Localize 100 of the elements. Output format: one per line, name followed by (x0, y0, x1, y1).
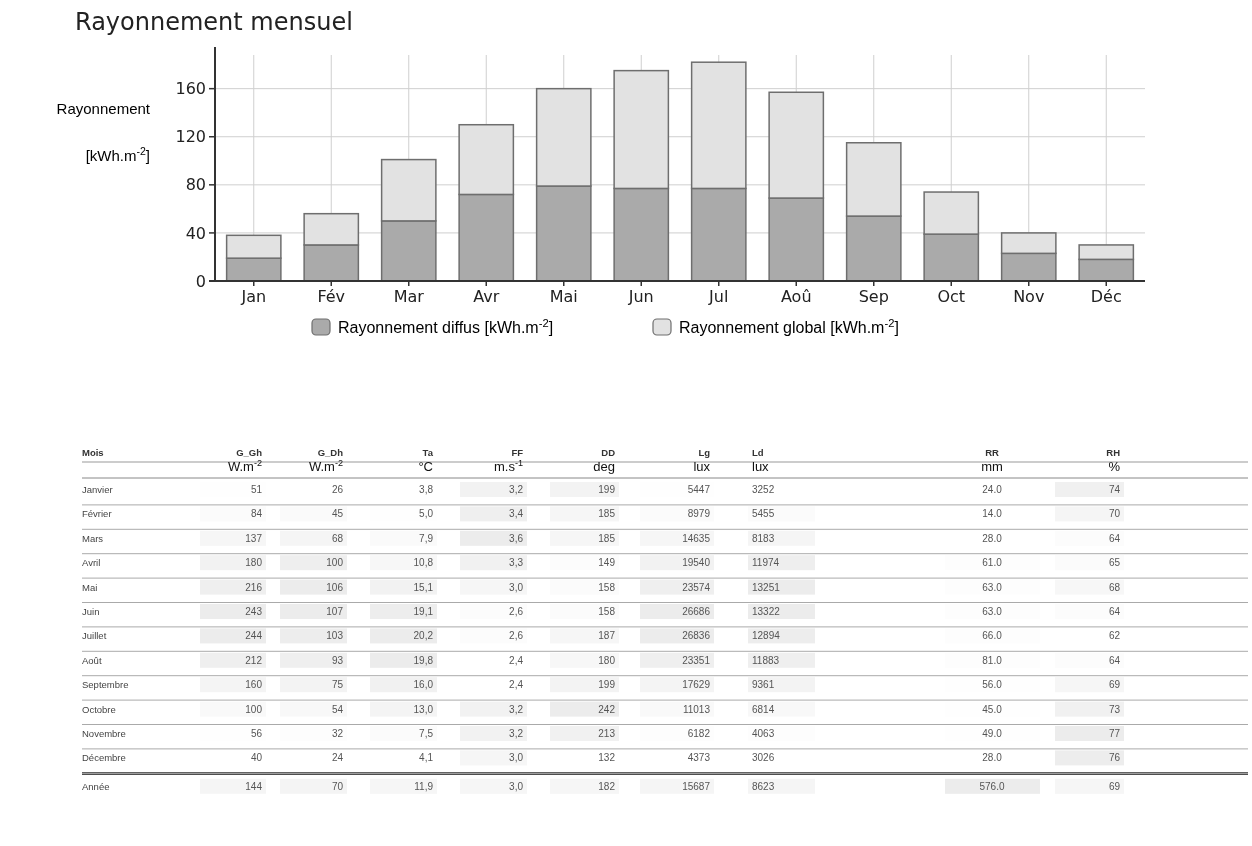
data-label: 19,8 (413, 654, 434, 666)
y-tick-label: Juin (82, 606, 100, 617)
data-label: 68 (331, 532, 344, 544)
data-label: 3252 (752, 484, 775, 495)
data-label: 23574 (682, 581, 711, 593)
data-label: 8623 (752, 780, 775, 792)
data-label: 64 (1108, 532, 1121, 544)
y-tick-label: Mai (82, 581, 98, 593)
x-tick-label: Sep (858, 287, 889, 306)
data-label: 49.0 (982, 728, 1003, 739)
text: % (1108, 459, 1121, 474)
data-label: 216 (245, 581, 263, 593)
x-tick-label: Ta (422, 447, 434, 458)
x-tick-label: Lg (698, 447, 711, 458)
data-label: 28.0 (982, 752, 1003, 764)
data-label: 11013 (682, 703, 711, 715)
y-tick-label: Novembre (82, 728, 126, 739)
data-label: 45 (331, 508, 344, 520)
x-tick-label: Jan (240, 287, 267, 306)
data-label: 20,2 (413, 630, 434, 642)
data-label: 26 (331, 484, 344, 495)
data-label: 68 (1108, 581, 1121, 593)
x-tick-label: Déc (1090, 287, 1122, 306)
data-label: 13,0 (413, 703, 434, 715)
data-label: 212 (245, 654, 263, 666)
data-label: 106 (326, 581, 344, 593)
data-label: 144 (245, 780, 263, 792)
y-tick-label: Année (82, 780, 110, 792)
data-label: 11974 (752, 557, 780, 569)
data-label: 69 (1108, 679, 1121, 691)
text: mm (981, 459, 1003, 474)
data-label: 11,9 (414, 780, 434, 792)
y-tick-label: 160 (175, 79, 206, 99)
text: m.s$^{-1}$ (493, 458, 523, 474)
data-label: 15687 (682, 780, 711, 792)
y-tick-label: 40 (185, 223, 206, 243)
data-label: 54 (331, 703, 344, 715)
data-label: 2,4 (509, 654, 524, 666)
data-label: 3,2 (509, 728, 524, 739)
data-label: 28.0 (982, 532, 1003, 544)
data-label: 81.0 (982, 654, 1003, 666)
data-label: 3,4 (509, 508, 524, 520)
text: lux (752, 459, 770, 474)
data-label: 4373 (687, 752, 711, 764)
data-label: 76 (1108, 752, 1121, 764)
data-label: 26836 (682, 630, 711, 642)
data-label: 3,3 (509, 557, 524, 569)
text: Rayonnement [kWh.m$^{-2}$] (56, 100, 150, 164)
data-label: 6182 (687, 728, 711, 739)
data-label: 65 (1108, 557, 1121, 569)
data-label: 242 (598, 703, 616, 715)
x-tick-label: Jun (627, 287, 654, 306)
data-label: 15,1 (413, 581, 434, 593)
data-label: 63.0 (982, 581, 1003, 593)
data-label: 14.0 (982, 508, 1003, 520)
data-label: 51 (250, 484, 263, 495)
data-label: 14635 (682, 532, 711, 544)
y-tick-label: Décembre (82, 752, 126, 764)
data-label: 61.0 (982, 557, 1003, 569)
data-label: 149 (598, 557, 616, 569)
data-label: 180 (245, 557, 263, 569)
data-label: 13251 (752, 581, 781, 593)
data-label: 17629 (682, 679, 711, 691)
data-label: 4063 (752, 728, 775, 739)
x-tick-label: Mar (393, 287, 425, 306)
data-label: 26686 (682, 606, 711, 617)
data-label: 19,1 (413, 606, 434, 617)
data-label: 64 (1108, 654, 1121, 666)
data-label: 19540 (682, 557, 711, 569)
data-label: 199 (598, 484, 616, 495)
data-label: 73 (1108, 703, 1121, 715)
data-label: 93 (331, 654, 344, 666)
y-tick-label: Juillet (82, 630, 107, 642)
data-label: 9361 (752, 679, 775, 691)
data-label: 45.0 (982, 703, 1003, 715)
y-tick-label: Août (82, 654, 102, 666)
x-tick-label: Aoû (780, 287, 812, 306)
data-label: 3,0 (509, 780, 524, 792)
data-label: 6814 (752, 703, 775, 715)
data-label: 107 (326, 606, 344, 617)
data-label: 11883 (752, 654, 780, 666)
data-label: 243 (245, 606, 263, 617)
data-label: 84 (250, 508, 263, 520)
text: deg (593, 459, 615, 474)
data-label: 3,0 (509, 581, 524, 593)
y-tick-label: Mars (82, 532, 104, 544)
data-label: 3,2 (509, 484, 524, 495)
data-label: 64 (1108, 606, 1121, 617)
x-tick-label: Fév (317, 287, 346, 306)
data-label: 74 (1108, 484, 1121, 495)
data-label: 66.0 (982, 630, 1003, 642)
data-label: 56 (250, 728, 263, 739)
data-label: 77 (1108, 728, 1121, 739)
y-tick-label: Avril (82, 557, 101, 569)
data-label: 199 (598, 679, 616, 691)
x-tick-label: Nov (1013, 287, 1045, 306)
y-tick-label: Février (82, 508, 112, 520)
data-label: 160 (245, 679, 263, 691)
x-tick-label: G_Dh (317, 447, 344, 458)
data-label: 10,8 (413, 557, 434, 569)
